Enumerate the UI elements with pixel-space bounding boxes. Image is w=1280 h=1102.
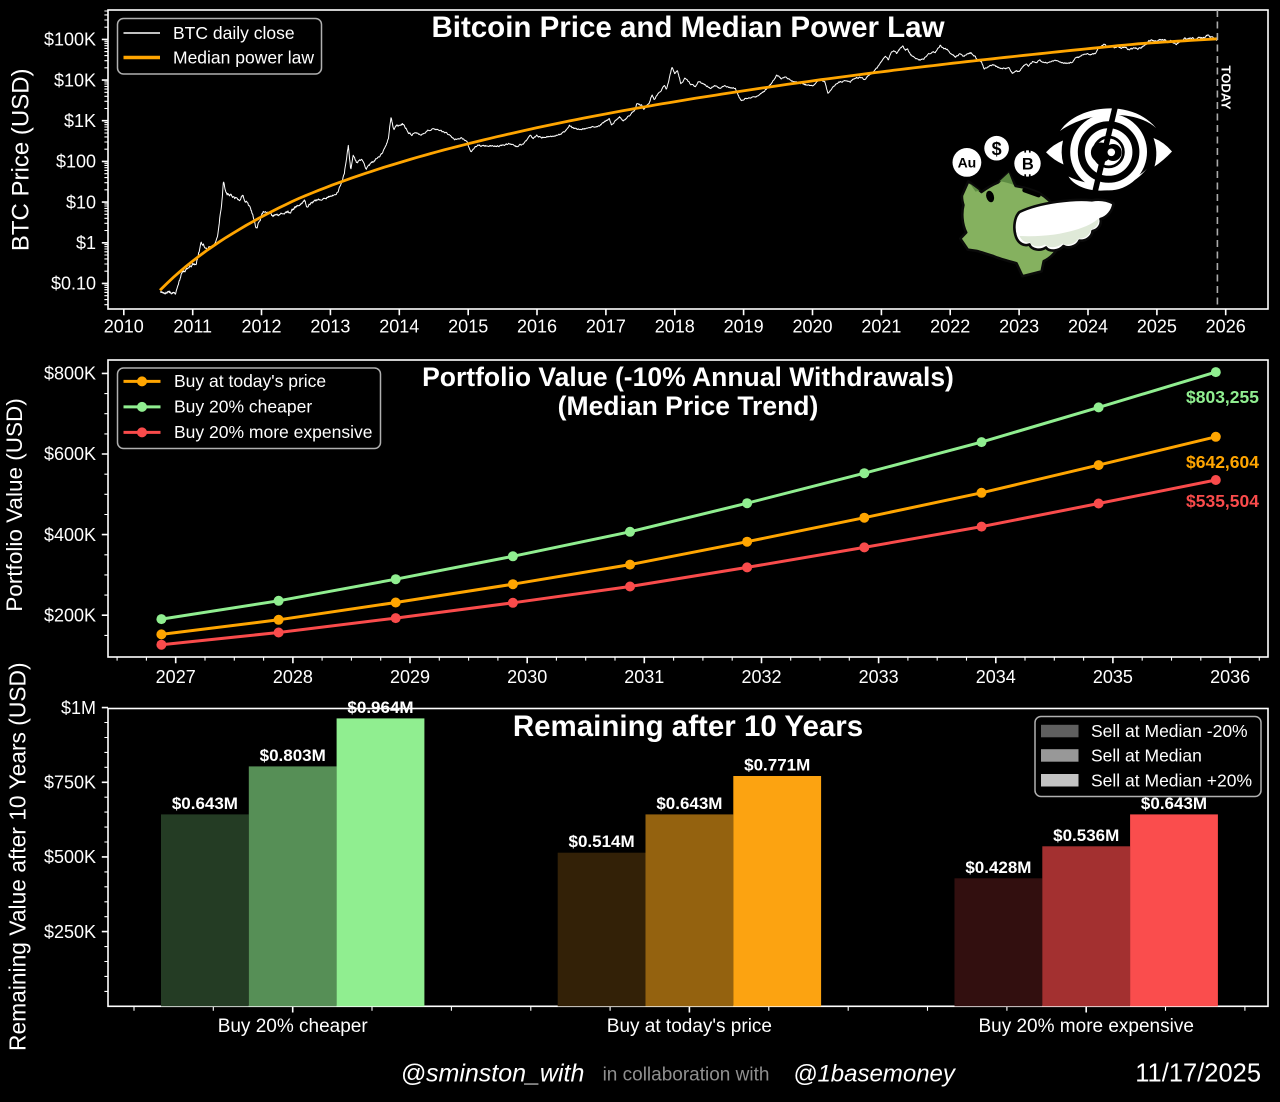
svg-text:2032: 2032 (741, 667, 781, 687)
svg-text:2019: 2019 (724, 317, 764, 337)
svg-text:2018: 2018 (655, 317, 695, 337)
svg-text:Portfolio Value (USD): Portfolio Value (USD) (2, 398, 27, 611)
svg-text:$500K: $500K (44, 847, 96, 867)
svg-text:2017: 2017 (586, 317, 626, 337)
svg-text:$100K: $100K (44, 30, 96, 50)
svg-text:2014: 2014 (379, 317, 419, 337)
svg-text:$0.771M: $0.771M (744, 756, 810, 775)
svg-text:$: $ (992, 139, 1002, 159)
svg-text:$0.514M: $0.514M (569, 832, 635, 851)
svg-text:Buy at today's price: Buy at today's price (607, 1016, 772, 1037)
svg-text:$400K: $400K (44, 525, 96, 545)
svg-text:2025: 2025 (1137, 317, 1177, 337)
svg-text:$0.803M: $0.803M (260, 746, 326, 765)
svg-text:Buy at today's price: Buy at today's price (174, 371, 326, 391)
svg-text:in collaboration with: in collaboration with (603, 1065, 770, 1086)
svg-text:B: B (1022, 156, 1034, 174)
svg-text:Remaining Value after 10 Years: Remaining Value after 10 Years (USD) (5, 662, 31, 1051)
svg-text:Remaining after 10 Years: Remaining after 10 Years (513, 710, 863, 743)
svg-text:@1basemoney: @1basemoney (793, 1061, 957, 1088)
svg-text:$600K: $600K (44, 444, 96, 464)
svg-text:2033: 2033 (859, 667, 899, 687)
svg-text:BTC daily close: BTC daily close (173, 23, 295, 43)
svg-text:@sminston_with: @sminston_with (401, 1060, 585, 1088)
svg-text:$250K: $250K (44, 922, 96, 942)
svg-text:$10: $10 (66, 192, 96, 212)
svg-text:2022: 2022 (930, 317, 970, 337)
svg-text:2012: 2012 (241, 317, 281, 337)
svg-text:2021: 2021 (861, 317, 901, 337)
svg-text:$0.536M: $0.536M (1053, 826, 1119, 845)
svg-text:2035: 2035 (1093, 667, 1133, 687)
svg-text:$0.643M: $0.643M (1141, 794, 1207, 813)
svg-text:TODAY: TODAY (1219, 66, 1234, 110)
svg-text:Bitcoin Price and Median Power: Bitcoin Price and Median Power Law (431, 11, 944, 44)
svg-text:Sell at Median +20%: Sell at Median +20% (1091, 770, 1252, 790)
svg-text:Buy 20% more expensive: Buy 20% more expensive (978, 1016, 1193, 1037)
svg-text:2036: 2036 (1210, 667, 1250, 687)
svg-text:$0.643M: $0.643M (172, 794, 238, 813)
svg-text:$1K: $1K (64, 111, 96, 131)
svg-text:2034: 2034 (976, 667, 1016, 687)
svg-text:$200K: $200K (44, 605, 96, 625)
svg-text:2028: 2028 (273, 667, 313, 687)
svg-text:$0.643M: $0.643M (656, 794, 722, 813)
svg-text:Portfolio Value (-10% Annual W: Portfolio Value (-10% Annual Withdrawals… (422, 362, 954, 392)
svg-text:2020: 2020 (792, 317, 832, 337)
svg-text:Buy 20% cheaper: Buy 20% cheaper (174, 397, 312, 417)
svg-text:$10K: $10K (54, 70, 96, 90)
svg-text:$535,504: $535,504 (1186, 491, 1259, 511)
svg-text:$750K: $750K (44, 773, 96, 793)
svg-text:$1: $1 (76, 233, 96, 253)
svg-text:$0.964M: $0.964M (347, 698, 413, 717)
svg-text:$0.10: $0.10 (51, 274, 96, 294)
svg-text:$1M: $1M (61, 698, 96, 718)
svg-text:(Median Price Trend): (Median Price Trend) (558, 391, 819, 421)
svg-text:Buy 20% more expensive: Buy 20% more expensive (174, 422, 372, 442)
svg-text:2013: 2013 (310, 317, 350, 337)
svg-text:$642,604: $642,604 (1186, 452, 1259, 472)
svg-text:11/17/2025: 11/17/2025 (1135, 1060, 1261, 1088)
svg-text:Median power law: Median power law (173, 47, 314, 67)
svg-text:2011: 2011 (173, 317, 212, 337)
svg-text:2010: 2010 (104, 317, 144, 337)
svg-text:2031: 2031 (624, 667, 664, 687)
svg-text:2029: 2029 (390, 667, 430, 687)
svg-text:Au: Au (958, 154, 977, 170)
svg-text:2015: 2015 (448, 317, 488, 337)
svg-text:$800K: $800K (44, 364, 96, 384)
svg-text:2026: 2026 (1206, 317, 1246, 337)
svg-text:2030: 2030 (507, 667, 547, 687)
svg-text:$100: $100 (56, 152, 96, 172)
svg-text:Buy 20% cheaper: Buy 20% cheaper (218, 1016, 369, 1037)
svg-text:2016: 2016 (517, 317, 557, 337)
svg-text:$0.428M: $0.428M (965, 858, 1031, 877)
svg-text:2024: 2024 (1068, 317, 1108, 337)
svg-text:BTC Price (USD): BTC Price (USD) (8, 68, 35, 251)
svg-text:$803,255: $803,255 (1186, 387, 1259, 407)
svg-text:Sell at Median: Sell at Median (1091, 746, 1202, 766)
svg-text:2023: 2023 (999, 317, 1039, 337)
svg-text:Sell at Median -20%: Sell at Median -20% (1091, 721, 1248, 741)
svg-text:2027: 2027 (156, 667, 196, 687)
